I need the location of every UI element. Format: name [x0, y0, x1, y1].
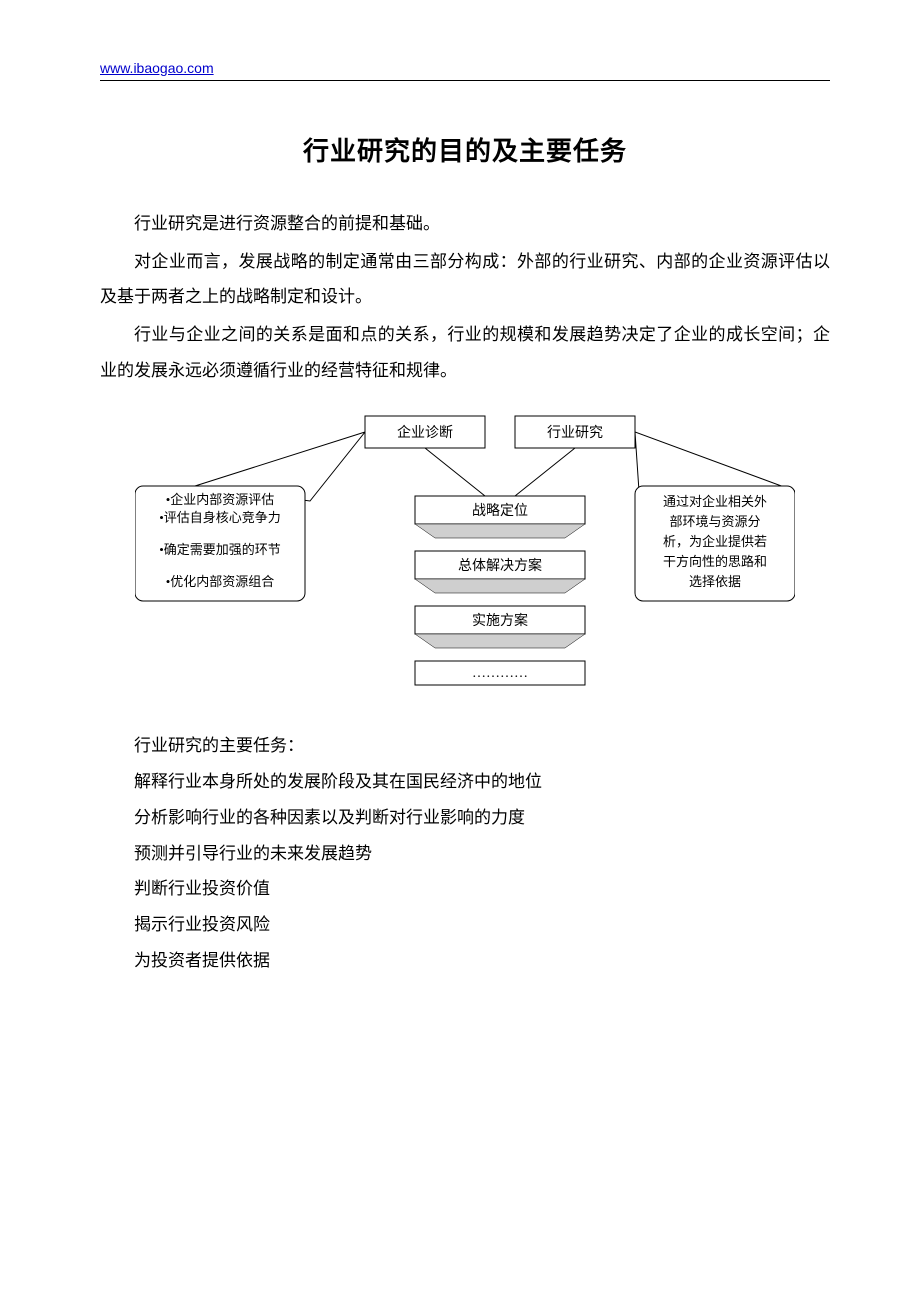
strategy-flowchart: 企业诊断 行业研究 战略定位 总体解决方案 实施方案 ………… •企业内部资源评…: [135, 406, 795, 706]
right-callout-line: 选择依据: [689, 574, 741, 589]
task-item: 为投资者提供依据: [100, 943, 830, 979]
paragraph-1: 行业研究是进行资源整合的前提和基础。: [100, 206, 830, 242]
paragraph-3: 行业与企业之间的关系是面和点的关系，行业的规模和发展趋势决定了企业的成长空间；企…: [100, 317, 830, 388]
document-page: www.ibaogao.com 行业研究的目的及主要任务 行业研究是进行资源整合…: [0, 0, 920, 1038]
task-item: 分析影响行业的各种因素以及判断对行业影响的力度: [100, 800, 830, 836]
connector: [425, 448, 485, 496]
right-callout-line: 析，为企业提供若: [663, 534, 767, 549]
node-enterprise-diagnosis-label: 企业诊断: [397, 424, 453, 441]
tasks-heading: 行业研究的主要任务：: [100, 728, 830, 764]
node-ellipsis-label: …………: [472, 666, 528, 681]
node-industry-research-label: 行业研究: [547, 425, 603, 441]
task-item: 解释行业本身所处的发展阶段及其在国民经济中的地位: [100, 764, 830, 800]
flowchart-svg: 企业诊断 行业研究 战略定位 总体解决方案 实施方案 ………… •企业内部资源评…: [135, 406, 795, 701]
node-strategy-position-label: 战略定位: [472, 503, 528, 519]
left-callout-line: •企业内部资源评估: [166, 492, 275, 507]
node-overall-solution-label: 总体解决方案: [458, 557, 542, 574]
header-rule: [100, 80, 830, 81]
connector: [515, 448, 575, 496]
paragraph-2: 对企业而言，发展战略的制定通常由三部分构成：外部的行业研究、内部的企业资源评估以…: [100, 244, 830, 315]
funnel-shadow: [415, 579, 585, 593]
header-link[interactable]: www.ibaogao.com: [100, 60, 214, 76]
task-item: 揭示行业投资风险: [100, 907, 830, 943]
left-callout-line: •优化内部资源组合: [166, 574, 275, 589]
node-implementation-label: 实施方案: [472, 612, 528, 629]
right-callout-line: 通过对企业相关外: [663, 494, 767, 509]
right-callout-line: 部环境与资源分: [669, 514, 760, 529]
left-callout-line: •确定需要加强的环节: [159, 542, 281, 557]
funnel-shadow: [415, 524, 585, 538]
left-callout-line: •评估自身核心竞争力: [159, 510, 281, 525]
funnel-shadow: [415, 634, 585, 648]
right-callout-line: 干方向性的思路和: [663, 554, 767, 569]
task-item: 判断行业投资价值: [100, 871, 830, 907]
task-item: 预测并引导行业的未来发展趋势: [100, 836, 830, 872]
page-title: 行业研究的目的及主要任务: [100, 131, 830, 168]
